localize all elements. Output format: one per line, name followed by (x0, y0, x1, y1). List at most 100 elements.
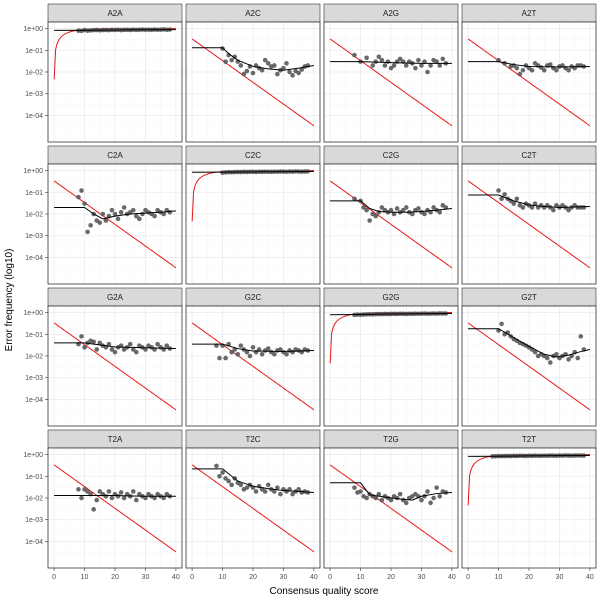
data-point (118, 490, 124, 495)
fitted-error-line (192, 47, 314, 71)
panel-border (461, 163, 597, 285)
data-point (238, 482, 244, 488)
data-point (422, 59, 427, 64)
data-point (167, 209, 173, 215)
plot-content (191, 463, 315, 553)
data-point (106, 341, 112, 347)
panel-t2a: T2A 1e+00 1e-01 1e-02 1e-03 1e-04 0 10 20 30 40 (23, 429, 183, 581)
data-point (370, 63, 376, 68)
facet-strip-label: G2T (521, 293, 537, 302)
data-point (244, 68, 250, 74)
expected-error-line (467, 322, 591, 411)
data-point (431, 205, 436, 210)
data-point (161, 211, 167, 217)
y-tick-label: 1e-01 (25, 48, 43, 55)
y-tick-label: 1e+00 (23, 26, 43, 33)
data-point (290, 73, 295, 78)
data-point (499, 196, 504, 202)
panels-layer: A2A 1e+00 1e-01 1e-02 1e-03 1e-04 A2C A2G A2T C2A… (23, 3, 597, 581)
plot-content (53, 27, 176, 80)
facet-strip-label: T2T (522, 435, 536, 444)
facet-strip-label: A2G (383, 9, 399, 18)
y-tick-label: 1e-04 (25, 255, 43, 262)
data-point (94, 497, 100, 503)
data-point (419, 63, 424, 68)
fitted-error-line (330, 313, 452, 316)
data-point (554, 351, 559, 357)
data-point (137, 216, 142, 222)
fitted-error-line (330, 61, 452, 64)
data-point (391, 63, 397, 68)
y-tick-label: 1e-02 (25, 211, 43, 218)
data-point (434, 59, 439, 64)
data-point (134, 349, 139, 355)
data-point (391, 211, 397, 217)
x-tick-label: 0 (52, 574, 56, 581)
panel-border (47, 305, 183, 427)
data-point (229, 57, 234, 63)
data-point (115, 216, 121, 222)
data-point (548, 360, 553, 365)
data-point (223, 476, 228, 481)
data-point (272, 351, 277, 357)
fitted-error-line (192, 468, 314, 493)
data-point (241, 71, 247, 77)
x-tick-label: 0 (328, 574, 332, 581)
facet-strip-label: C2T (521, 151, 536, 160)
y-tick-label: 1e-03 (25, 375, 43, 382)
data-point (296, 70, 301, 76)
data-point (91, 507, 96, 512)
data-point (416, 57, 421, 63)
data-point (94, 347, 100, 352)
data-point (364, 495, 369, 501)
data-point (299, 67, 305, 72)
grid-lines (324, 164, 458, 284)
data-point (400, 207, 406, 213)
data-point (566, 67, 571, 73)
data-point (265, 346, 271, 351)
grid-lines (186, 164, 320, 284)
panel-c2c: C2C (185, 145, 321, 285)
panel-a2c: A2C (185, 3, 321, 143)
facet-strip-label: G2A (107, 293, 124, 302)
data-point (514, 65, 520, 71)
panel-g2a: G2A 1e+00 1e-01 1e-02 1e-03 1e-04 (23, 287, 183, 427)
data-point (373, 213, 379, 219)
data-point (284, 351, 289, 357)
data-point (259, 351, 265, 357)
grid-lines (186, 448, 320, 568)
data-point (520, 205, 526, 210)
data-point (235, 351, 241, 357)
expected-error-line (329, 180, 453, 269)
data-point (244, 485, 250, 490)
data-point (514, 196, 520, 202)
data-point (76, 487, 81, 492)
facet-strip-label: A2C (245, 9, 261, 18)
expected-error-line (467, 38, 591, 127)
data-point (143, 347, 148, 352)
data-point (112, 349, 118, 355)
panel-border (323, 21, 459, 143)
data-point (566, 357, 571, 362)
x-tick-label: 10 (81, 574, 89, 581)
facet-strip-label: A2T (522, 9, 537, 18)
plot-content (53, 464, 177, 553)
x-tick-label: 20 (387, 574, 395, 581)
data-point (352, 196, 357, 202)
data-point (541, 67, 547, 73)
data-point (118, 209, 124, 215)
data-point (428, 63, 433, 68)
facet-strip-label: T2C (245, 435, 260, 444)
data-point (82, 345, 87, 350)
data-point (229, 349, 234, 355)
facet-strip-label: T2G (383, 435, 399, 444)
y-tick-label: 1e-02 (25, 69, 43, 76)
panel-t2t: T2T 0 10 20 30 40 (461, 429, 597, 581)
y-tick-label: 1e+00 (23, 168, 43, 175)
data-point (272, 489, 277, 494)
x-axis-title: Consensus quality score (270, 586, 379, 597)
panel-g2g: G2G (323, 287, 459, 427)
data-point (422, 211, 427, 217)
panel-t2c: T2C 0 10 20 30 40 (185, 429, 321, 581)
